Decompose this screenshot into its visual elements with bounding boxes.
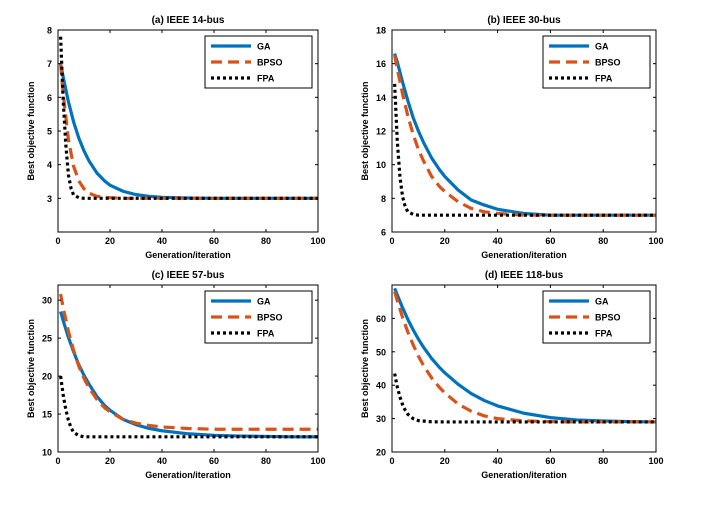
y-tick-label: 30: [376, 414, 386, 424]
x-tick-label: 100: [648, 236, 663, 246]
legend-label-bpso: BPSO: [595, 313, 621, 323]
x-tick-label: 60: [209, 236, 219, 246]
series-line-fpa: [393, 83, 656, 217]
y-axis-label: Best objective function: [360, 81, 370, 180]
legend-label-bpso: BPSO: [595, 58, 621, 68]
series-line-bpso: [59, 293, 318, 431]
y-tick-label: 8: [47, 26, 52, 36]
x-tick-label: 20: [440, 236, 450, 246]
legend-label-bpso: BPSO: [257, 58, 283, 68]
x-tick-label: 20: [440, 456, 450, 466]
x-tick-label: 40: [157, 236, 167, 246]
x-tick-label: 80: [598, 236, 608, 246]
y-tick-label: 7: [47, 59, 52, 69]
x-tick-label: 40: [493, 456, 503, 466]
chart-title: (a) IEEE 14-bus: [152, 15, 225, 26]
x-tick-label: 80: [598, 456, 608, 466]
y-tick-label: 25: [42, 334, 52, 344]
x-axis-label: Generation/iteration: [145, 250, 231, 260]
chart-panel-2: 0 20 40 60 80 100 6 8 10 12 14 16 18 (b) IEEE 30-bus G…: [360, 15, 664, 260]
x-tick-label: 60: [209, 456, 219, 466]
legend-label-bpso: BPSO: [257, 313, 283, 323]
y-axis-label: Best objective function: [26, 319, 36, 418]
y-tick-label: 10: [376, 160, 386, 170]
legend: GA BPSO FPA: [204, 35, 313, 89]
y-tick-label: 20: [42, 372, 52, 382]
x-tick-label: 100: [310, 456, 325, 466]
x-tick-label: 20: [105, 236, 115, 246]
x-tick-label: 20: [105, 456, 115, 466]
legend-label-ga: GA: [257, 297, 271, 307]
chart-title: (d) IEEE 118-bus: [485, 270, 564, 281]
x-tick-label: 0: [389, 456, 394, 466]
series-line-bpso: [393, 291, 656, 424]
y-axis-label: Best objective function: [360, 319, 370, 418]
axes-box: [57, 284, 319, 453]
x-tick-label: 0: [55, 236, 60, 246]
legend-label-ga: GA: [595, 42, 609, 52]
x-axis-label: Generation/iteration: [481, 250, 567, 260]
x-tick-label: 60: [545, 456, 555, 466]
x-tick-label: 0: [389, 236, 394, 246]
legend: GA BPSO FPA: [542, 35, 651, 89]
chart-panel-3: 0 20 40 60 80 100 10 15 20 25 30 (c) IEEE 57-bus Gen…: [26, 270, 326, 480]
x-tick-label: 40: [157, 456, 167, 466]
y-tick-label: 15: [42, 410, 52, 420]
y-tick-label: 60: [376, 314, 386, 324]
x-axis-label: Generation/iteration: [481, 470, 567, 480]
y-tick-label: 6: [381, 228, 386, 238]
legend: GA BPSO FPA: [204, 290, 313, 344]
x-tick-label: 100: [310, 236, 325, 246]
y-tick-label: 3: [47, 194, 52, 204]
series-group: [59, 36, 318, 200]
y-tick-label: 20: [376, 448, 386, 458]
y-tick-label: 14: [376, 93, 386, 103]
y-tick-label: 6: [47, 93, 52, 103]
chart-title: (b) IEEE 30-bus: [487, 15, 561, 26]
y-tick-label: 16: [376, 59, 386, 69]
series-group: [59, 293, 318, 439]
legend-label-fpa: FPA: [257, 329, 275, 339]
y-tick-label: 50: [376, 347, 386, 357]
chart-panel-1: 0 20 40 60 80 100 3 4 5 6 7 8 (a) IEEE 14-bus Generat…: [26, 15, 326, 260]
series-line-fpa: [393, 373, 656, 424]
legend-label-fpa: FPA: [595, 74, 613, 84]
legend-label-fpa: FPA: [595, 329, 613, 339]
series-group: [393, 53, 656, 217]
legend-label-ga: GA: [257, 42, 271, 52]
axes-box: [391, 284, 657, 453]
y-tick-label: 40: [376, 381, 386, 391]
y-tick-label: 12: [376, 127, 386, 137]
series-line-fpa: [59, 375, 318, 439]
x-tick-label: 60: [545, 236, 555, 246]
x-tick-label: 80: [261, 236, 271, 246]
y-tick-label: 18: [376, 26, 386, 36]
x-tick-label: 0: [55, 456, 60, 466]
legend: GA BPSO FPA: [542, 290, 651, 344]
y-axis-label: Best objective function: [26, 81, 36, 180]
y-tick-label: 8: [381, 194, 386, 204]
y-tick-label: 30: [42, 296, 52, 306]
chart-title: (c) IEEE 57-bus: [152, 270, 225, 281]
legend-label-ga: GA: [595, 297, 609, 307]
x-tick-label: 40: [493, 236, 503, 246]
x-axis-label: Generation/iteration: [145, 470, 231, 480]
legend-label-fpa: FPA: [257, 74, 275, 84]
y-tick-label: 5: [47, 127, 52, 137]
x-tick-label: 100: [648, 456, 663, 466]
series-line-bpso: [59, 63, 318, 200]
series-line-ga: [393, 287, 656, 424]
x-tick-label: 80: [261, 456, 271, 466]
series-group: [393, 287, 656, 424]
y-tick-label: 4: [47, 160, 52, 170]
y-tick-label: 10: [42, 448, 52, 458]
